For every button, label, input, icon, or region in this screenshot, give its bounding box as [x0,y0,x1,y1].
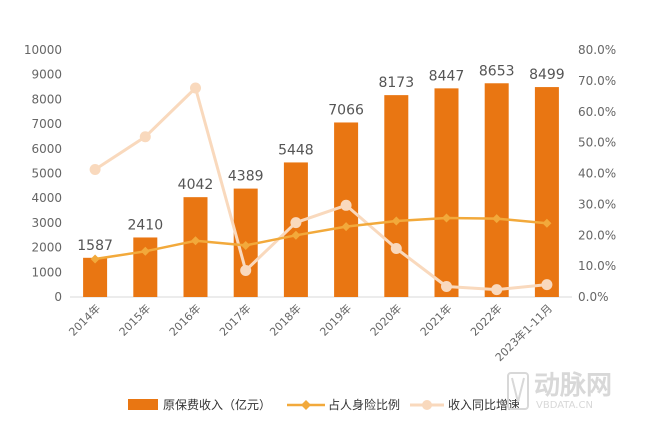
x-tick-label: 2016年 [166,301,203,338]
ratio-point [241,240,251,250]
y-tick-label: 10000 [24,43,62,57]
watermark-icon-mark [511,377,525,403]
legend: 原保费收入（亿元） 占人身险比例 收入同比增速 [128,397,520,412]
ratio-point [191,236,200,246]
y2-tick-label: 80.0% [578,43,616,57]
bar-data-label: 4042 [178,177,214,193]
bar-data-label: 8653 [479,63,515,79]
watermark-logo: 动脉网 VBDATA.CN [507,371,612,411]
y-tick-label: 7000 [31,117,62,131]
bar-series [83,83,559,298]
bar [133,237,158,297]
legend-swatch-marker [301,400,311,410]
y2-tick-label: 60.0% [578,105,616,119]
growth-rate-point [541,279,553,291]
bar-data-label: 8173 [378,75,414,91]
ratio-point [492,214,502,224]
bar-data-label: 5448 [278,142,314,158]
x-tick-label: 2021年 [417,301,454,338]
y-tick-label: 5000 [31,167,62,181]
legend-swatch-bar [128,399,158,410]
bar [434,88,459,297]
y-axis-left-ticks: 0 1000 2000 3000 4000 5000 6000 7000 8000 9000 100… [24,43,62,304]
growth-rate-point [190,82,201,94]
growth-rate-point [89,163,101,175]
bar-data-label: 4389 [228,169,264,185]
ratio-point [291,230,301,240]
x-tick-label: 2017年 [216,301,253,338]
growth-rate-point [390,243,402,255]
ratio-point [391,216,401,226]
y2-tick-label: 50.0% [578,136,616,150]
x-tick-label: 2014年 [66,301,103,338]
y-axis-right-ticks: 0.0% 10.0% 20.0% 30.0% 40.0% 50.0% 60.0% 70.0% 8… [578,43,616,304]
watermark-icon [507,372,529,410]
bar [484,83,509,297]
y-tick-label: 2000 [31,241,62,255]
y2-tick-label: 0.0% [578,290,609,304]
bar [534,87,559,297]
bar-data-label: 8499 [529,67,565,83]
legend-label: 收入同比增速 [448,398,520,412]
y-tick-label: 8000 [31,92,62,106]
ratio-point [442,213,451,223]
bar [384,95,409,298]
bar-data-label: 1587 [77,238,113,254]
watermark-brand: 动脉网 [534,371,612,401]
bar-data-label: 7066 [328,102,364,118]
growth-rate-line [94,86,548,292]
ratio-line [94,216,548,261]
y2-tick-label: 10.0% [578,259,616,273]
x-tick-label: 2018年 [267,301,304,338]
y-tick-label: 9000 [31,68,62,82]
watermark-url: VBDATA.CN [536,400,593,411]
x-axis-ticks: 2014年 2015年 2016年 2017年 2018年 2019年 2020年 2021年… [66,301,555,364]
growth-rate-point [290,217,302,229]
legend-swatch-marker [422,400,432,410]
x-tick-label: 2015年 [116,301,153,338]
y2-tick-label: 70.0% [578,74,616,88]
ratio-point [341,222,351,232]
bar-data-labels: 1587 2410 4042 4389 5448 7066 8173 8447 8653 8499 [77,63,564,254]
ratio-point [90,254,100,264]
y2-tick-label: 40.0% [578,167,616,181]
growth-rate-point [441,281,452,293]
bar-data-label: 8447 [429,68,465,84]
growth-rate-point [340,199,352,211]
bar [183,197,208,297]
x-tick-label: 2019年 [317,301,354,338]
growth-rate-point [240,264,252,276]
y-tick-label: 4000 [31,191,62,205]
y-tick-label: 3000 [31,216,62,230]
ratio-point [140,246,150,256]
growth-rate-point [491,284,503,296]
y2-tick-label: 20.0% [578,228,616,242]
y-tick-label: 6000 [31,142,62,156]
y-tick-label: 1000 [31,265,62,279]
x-tick-label: 2022年 [467,301,504,338]
growth-rate-point [139,131,151,143]
y-tick-label: 0 [54,290,62,304]
line-series [89,82,553,296]
y2-tick-label: 30.0% [578,197,616,211]
legend-label: 占人身险比例 [328,397,400,412]
x-tick-label: 2020年 [367,301,404,338]
legend-label: 原保费收入（亿元） [163,397,271,412]
ratio-point [542,218,552,228]
bar-data-label: 2410 [127,217,163,233]
bar [83,257,108,297]
